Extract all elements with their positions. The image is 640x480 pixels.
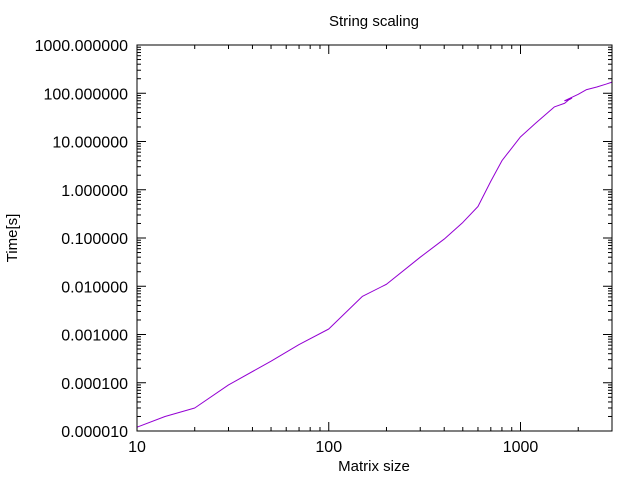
y-tick-label: 0.001000 bbox=[61, 328, 128, 345]
x-axis-title: Matrix size bbox=[338, 458, 410, 475]
y-tick-label: 0.000100 bbox=[61, 376, 128, 393]
x-tick-labels: 10 100 1000 bbox=[128, 439, 538, 456]
y-tick-label: 100.000000 bbox=[43, 86, 128, 103]
y-tick-label: 1000.000000 bbox=[35, 38, 129, 55]
y-tick-labels: 0.000010 0.000100 0.001000 0.010000 0.100000… bbox=[35, 38, 129, 441]
x-tick-label: 1000 bbox=[503, 439, 539, 456]
series-line bbox=[136, 81, 613, 428]
plot-frame bbox=[136, 44, 613, 432]
chart-title: String scaling bbox=[329, 13, 419, 30]
x-tick-label: 100 bbox=[315, 439, 342, 456]
y-tick-label: 0.100000 bbox=[61, 231, 128, 248]
y-axis-title: Time[s] bbox=[4, 214, 21, 263]
y-tick-label: 10.000000 bbox=[52, 135, 128, 152]
y-tick-label: 0.000010 bbox=[61, 424, 128, 441]
y-tick-label: 0.010000 bbox=[61, 279, 128, 296]
tick-marks bbox=[136, 44, 613, 432]
x-tick-label: 10 bbox=[128, 439, 146, 456]
y-tick-label: 1.000000 bbox=[61, 183, 128, 200]
series-layer bbox=[136, 81, 613, 428]
